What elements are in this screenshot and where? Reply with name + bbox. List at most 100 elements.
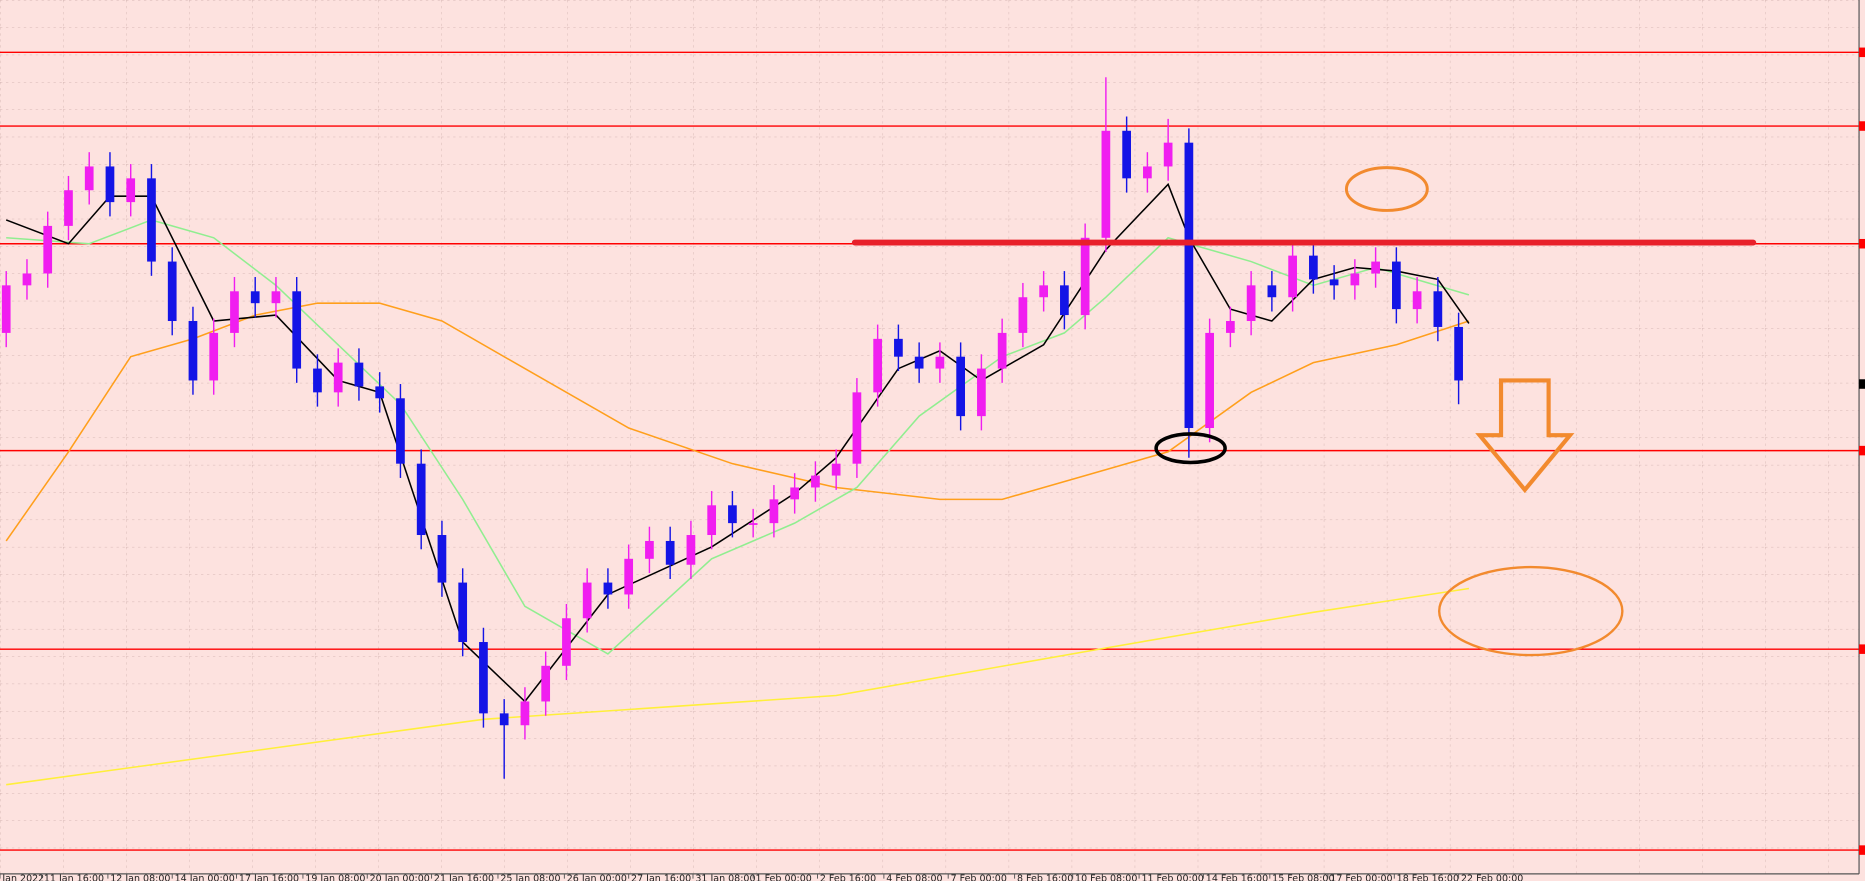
candle-body	[956, 356, 966, 417]
x-tick-label: 2 Feb 16:00	[820, 874, 876, 881]
candle-body	[894, 338, 903, 357]
candle-body	[603, 582, 613, 595]
x-tick-label: 22 Feb 00:00	[1461, 874, 1523, 881]
x-tick-label: 11 Feb 00:00	[1141, 874, 1203, 881]
x-tick-label: 10 Feb 08:00	[1075, 874, 1137, 881]
candle-body	[64, 190, 73, 226]
candle-body	[167, 261, 177, 322]
x-tick-label: 21 Jan 16:00	[434, 874, 494, 881]
annotation-ellipse	[1438, 565, 1624, 657]
x-tick-label: 18 Feb 16:00	[1397, 874, 1459, 881]
candle-body	[147, 178, 156, 262]
x-tick-label: 11 Jan 16:00	[44, 874, 104, 881]
candle-body	[1101, 130, 1111, 238]
candle-body	[416, 463, 426, 536]
ma-line	[6, 219, 1470, 655]
candle-body	[811, 475, 820, 488]
candle-body	[1392, 261, 1401, 310]
x-tick-label: 4 Feb 08:00	[886, 874, 942, 881]
candle-body	[333, 362, 343, 393]
ma-line	[6, 587, 1470, 786]
candle-body	[582, 582, 592, 619]
candle-body	[1309, 255, 1318, 280]
candle-body	[209, 332, 219, 381]
candle-body	[914, 356, 924, 369]
annotation-ellipse	[1344, 166, 1429, 212]
candle-body	[292, 291, 302, 369]
candle-body	[707, 505, 717, 536]
candle-body	[1184, 142, 1194, 429]
candle-body	[977, 368, 986, 417]
candle-body	[375, 386, 385, 399]
level-marker	[1859, 47, 1865, 58]
candle-body	[562, 618, 571, 666]
candle-body	[84, 166, 94, 191]
candle-body	[1267, 285, 1277, 298]
x-tick-label: 25 Jan 08:00	[500, 874, 560, 881]
x-tick-label: 27 Jan 16:00	[631, 874, 691, 881]
x-tick-label: 19 Jan 08:00	[305, 874, 365, 881]
candle-body	[790, 487, 800, 500]
x-tick-label: Jan 2022	[1, 874, 44, 881]
candle-body	[1350, 273, 1360, 286]
candle-body	[520, 701, 530, 726]
x-tick-label: 15 Feb 08:00	[1272, 874, 1334, 881]
candle-body	[1433, 291, 1443, 327]
candle-body	[1205, 332, 1214, 429]
candle-body	[1329, 279, 1339, 286]
candle-body	[43, 225, 53, 274]
candle-body	[665, 540, 675, 565]
candle-body	[645, 540, 654, 559]
down-arrow	[1475, 378, 1575, 494]
candle-body	[935, 356, 945, 369]
x-tick-label: 1 Feb 00:00	[756, 874, 812, 881]
plot-area	[0, 51, 1860, 851]
candle-body	[1163, 142, 1173, 167]
candle-body	[769, 499, 779, 524]
x-tick-label: 31 Jan 08:00	[695, 874, 755, 881]
ma-line	[5, 302, 1470, 542]
candle-body	[313, 368, 322, 393]
candle-body	[686, 535, 696, 565]
candle-body	[1412, 291, 1422, 310]
candle-body	[1060, 285, 1069, 316]
x-tick-label: 26 Jan 00:00	[567, 874, 627, 881]
x-tick-label: 14 Jan 00:00	[175, 874, 235, 881]
level-marker	[1859, 845, 1865, 855]
candle-body	[271, 291, 281, 304]
candle-body	[1226, 321, 1235, 333]
candle-body	[499, 713, 509, 726]
candle-body	[1122, 130, 1131, 179]
candle-body	[230, 291, 239, 333]
x-tick-label: 7 Feb 00:00	[951, 874, 1007, 881]
candle-body	[997, 332, 1007, 369]
candle-body	[105, 166, 115, 203]
candle-body	[1018, 297, 1028, 333]
x-tick-label: 12 Jan 08:00	[110, 874, 170, 881]
candle-body	[852, 392, 862, 464]
candle-body	[1454, 326, 1463, 381]
level-marker	[1859, 238, 1865, 249]
candle-body	[1246, 285, 1256, 322]
candle-body	[1, 285, 11, 333]
candle-body	[873, 338, 883, 393]
candle-body	[728, 505, 737, 524]
candle-body	[188, 321, 198, 381]
x-tick-label: 8 Feb 16:00	[1017, 874, 1073, 881]
level-marker	[1859, 445, 1865, 456]
x-tick-label: 17 Feb 00:00	[1330, 874, 1392, 881]
candle-body	[479, 642, 488, 714]
annotation-ellipse	[1154, 432, 1227, 465]
candle-body	[831, 463, 841, 476]
candle-body	[1143, 166, 1152, 179]
level-marker	[1859, 121, 1865, 131]
candle-body	[437, 535, 447, 583]
candle-body	[1080, 237, 1090, 316]
candle-body	[541, 665, 551, 702]
candle-body	[624, 558, 634, 595]
x-tick-label: 14 Feb 16:00	[1206, 874, 1268, 881]
candle-body	[1288, 255, 1297, 298]
